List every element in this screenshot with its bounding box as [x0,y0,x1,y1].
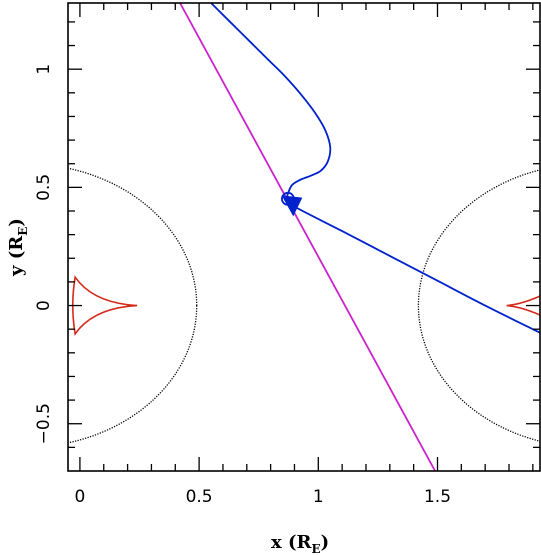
source-trajectory-line [179,3,436,471]
x-axis-label-close: ) [321,532,330,553]
x-tick-label: 0.5 [186,487,213,507]
x-axis-label-main: x (R [271,532,313,553]
y-tick-label: 0.5 [34,174,54,201]
y-axis-label-close: ) [6,218,27,227]
x-axis-label-sub: E [311,542,320,555]
critical-curve-right-lens [417,169,540,442]
plot-area [68,3,540,471]
image-trajectory-line [210,3,540,334]
critical-curve-left-lens [68,167,198,444]
y-tick-label: 1 [34,64,54,75]
image-trajectory-arrow [281,195,303,217]
x-axis-label: x (RE) [271,532,329,555]
y-axis-label-sub: E [16,227,30,236]
x-tick-label: 0 [75,487,86,507]
plot-frame [67,2,541,472]
y-axis-label: y (RE) [6,218,30,277]
y-tick-label: 0 [34,300,54,311]
caustic-left-caustic [71,275,138,336]
caustic-right-caustic [506,295,540,316]
x-tick-label: 1.5 [424,487,451,507]
x-tick-label: 1 [313,487,324,507]
axis-ticks: 0 0.5 1 1.5 −0.5 0 0.5 1 [34,3,540,507]
y-tick-label: −0.5 [34,403,54,444]
y-axis-label-main: y (R [6,235,27,277]
